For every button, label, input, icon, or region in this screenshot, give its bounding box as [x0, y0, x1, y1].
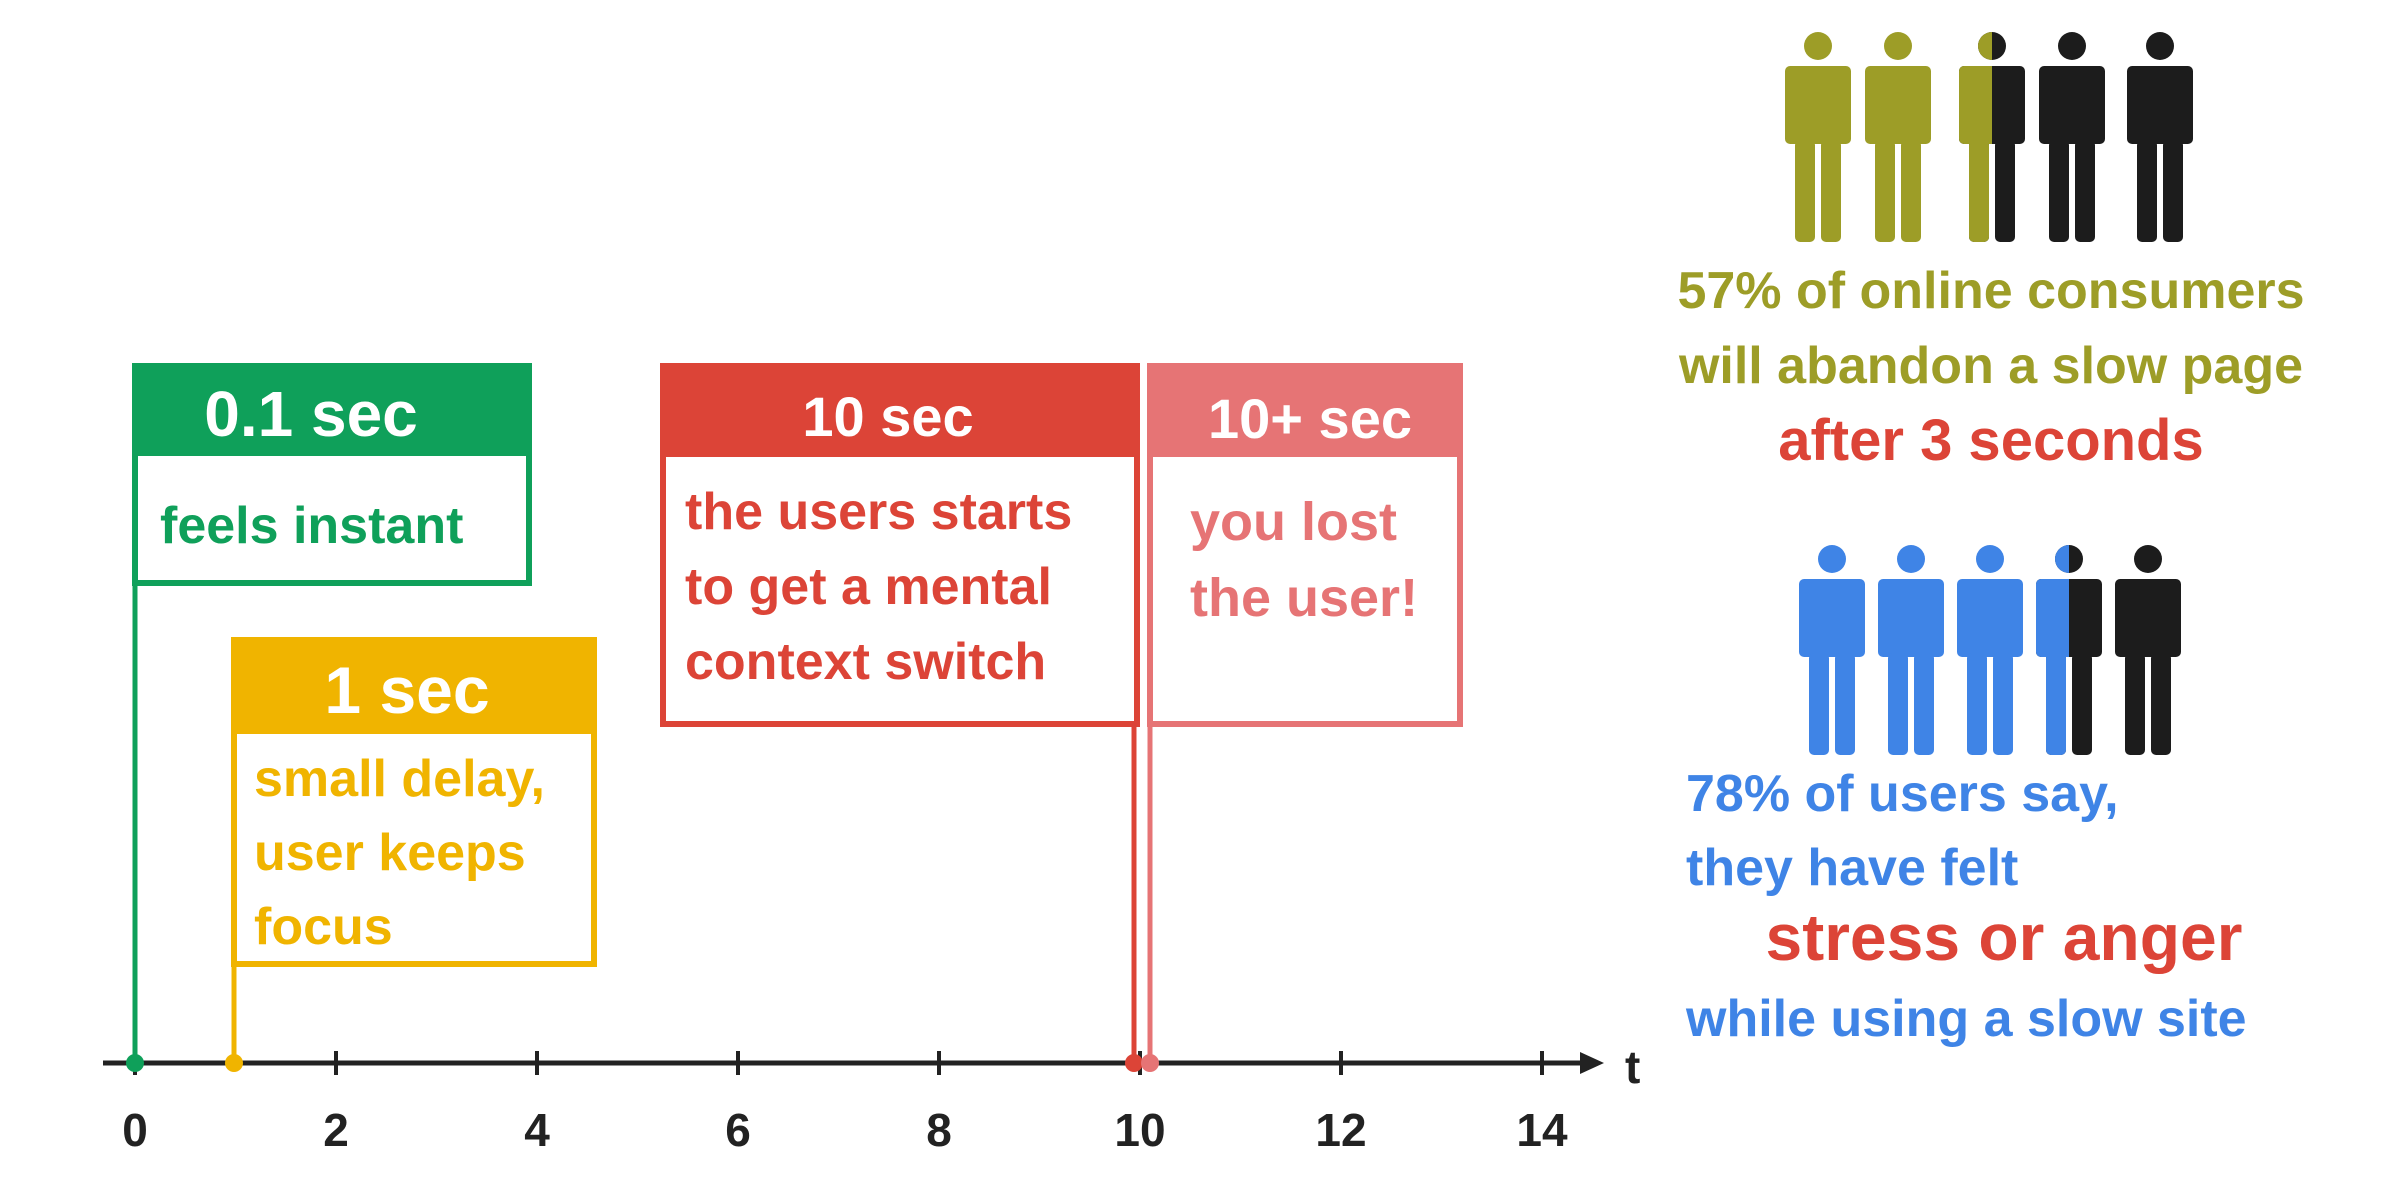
flag-header	[660, 363, 1140, 457]
axis-tick: 8	[926, 1051, 952, 1156]
person-icon	[2039, 32, 2105, 242]
stat-highlight: after 3 seconds	[1778, 408, 2204, 473]
axis-ticks: 0 2 4 6 8 10 12 14	[122, 1051, 1568, 1156]
tick-label: 8	[926, 1104, 952, 1156]
flag-text-line: context switch	[685, 633, 1046, 691]
flag-one-sec: 1 sec small delay, user keeps focus	[225, 637, 597, 1072]
tick-label: 6	[725, 1104, 751, 1156]
flag-text-line: you lost	[1190, 492, 1397, 552]
flag-text-line: focus	[254, 898, 393, 956]
tick-label: 4	[524, 1104, 550, 1156]
axis-tick: 12	[1315, 1051, 1367, 1156]
stat-stress-text: 78% of users say, they have felt stress …	[1685, 765, 2247, 1048]
person-icon	[1878, 545, 1944, 755]
flag-text-line: small delay,	[254, 750, 545, 808]
person-icon	[1799, 545, 1865, 755]
axis-tick: 10	[1114, 1051, 1166, 1156]
flag-text-line: feels instant	[160, 497, 463, 555]
stat-abandon-people	[1785, 32, 2193, 242]
flag-header	[132, 363, 532, 456]
timeline-axis: t 0 2 4 6 8 10 12 14	[103, 1041, 1640, 1156]
flag-text-line: to get a mental	[685, 558, 1052, 616]
stat-line: will abandon a slow page	[1678, 337, 2303, 395]
time-marker	[1141, 1054, 1159, 1072]
stat-line: 78% of users say,	[1686, 765, 2119, 823]
person-icon	[1785, 32, 1851, 242]
tick-label: 2	[323, 1104, 349, 1156]
flag-title: 10+ sec	[1208, 387, 1412, 450]
stat-highlight: stress or anger	[1766, 900, 2243, 974]
stat-line: 57% of online consumers	[1677, 262, 2304, 320]
tick-label: 10	[1114, 1104, 1165, 1156]
axis-tick: 6	[725, 1051, 751, 1156]
flag-header	[1147, 363, 1463, 457]
flag-ten-sec: 10 sec the users starts to get a mental …	[660, 363, 1143, 1072]
flag-text-line: the users starts	[685, 483, 1072, 541]
stat-stress-people	[1799, 545, 2181, 755]
tick-label: 0	[122, 1104, 148, 1156]
stat-line: they have felt	[1686, 839, 2018, 897]
axis-tick: 2	[323, 1051, 349, 1156]
flag-ten-plus-sec: 10+ sec you lost the user!	[1141, 363, 1463, 1072]
flag-text-line: the user!	[1190, 568, 1418, 628]
time-marker	[126, 1054, 144, 1072]
flag-text-line: user keeps	[254, 824, 526, 882]
tick-label: 14	[1516, 1104, 1568, 1156]
person-icon	[1957, 545, 2023, 755]
axis-label: t	[1625, 1041, 1640, 1093]
flag-header	[231, 637, 597, 734]
person-icon	[1865, 32, 1931, 242]
time-marker	[225, 1054, 243, 1072]
axis-tick: 4	[524, 1051, 550, 1156]
person-icon	[2115, 545, 2181, 755]
stat-line: while using a slow site	[1685, 990, 2247, 1048]
person-icon	[2127, 32, 2193, 242]
time-marker	[1125, 1054, 1143, 1072]
flag-title: 10 sec	[802, 385, 973, 448]
stat-abandon-text: 57% of online consumers will abandon a s…	[1677, 262, 2304, 473]
axis-arrow-icon	[1580, 1052, 1604, 1074]
flag-instant: 0.1 sec feels instant	[126, 363, 532, 1072]
axis-tick: 14	[1516, 1051, 1568, 1156]
flag-title: 0.1 sec	[204, 378, 418, 450]
tick-label: 12	[1315, 1104, 1366, 1156]
flag-title: 1 sec	[324, 653, 489, 727]
